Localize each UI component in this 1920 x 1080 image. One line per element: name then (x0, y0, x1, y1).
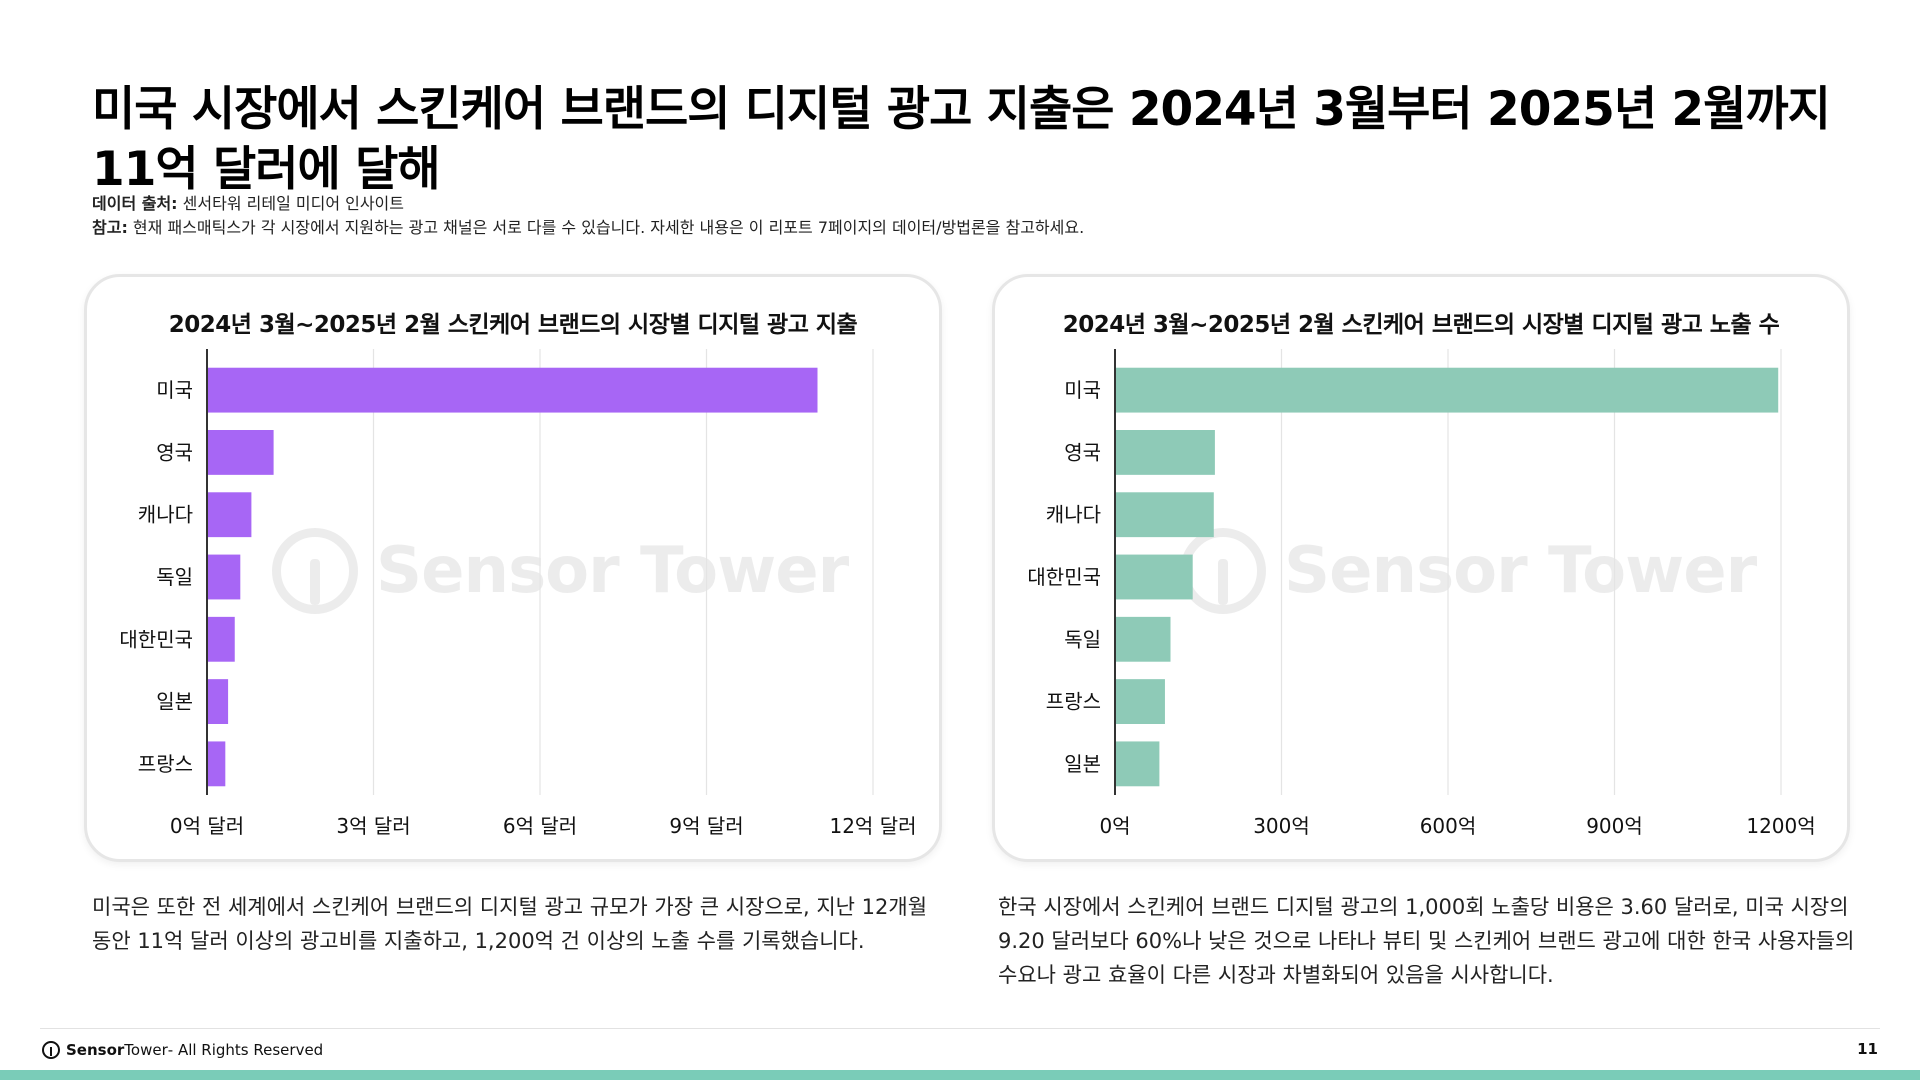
category-label: 영국 (1064, 440, 1101, 464)
bar-캐나다 (207, 492, 252, 538)
category-label: 프랑스 (138, 752, 193, 776)
footer-brand-light: Tower (124, 1041, 168, 1059)
data-source: 데이터 출처: 센서타워 리테일 미디어 인사이트 (92, 194, 405, 213)
impressions-chart-card: 2024년 3월~2025년 2월 스킨케어 브랜드의 시장별 디지털 광고 노… (992, 274, 1850, 862)
bar-캐나다 (1115, 492, 1214, 538)
footer-rights: - All Rights Reserved (167, 1041, 324, 1059)
page-number: 11 (1857, 1040, 1878, 1058)
bar-일본 (1115, 741, 1160, 787)
spend-description: 미국은 또한 전 세계에서 스킨케어 브랜드의 디지털 광고 규모가 가장 큰 … (92, 895, 928, 953)
bar-미국 (1115, 367, 1779, 413)
x-tick-label: 900억 (1586, 814, 1643, 838)
bar-독일 (207, 554, 241, 600)
spend-chart-card: 2024년 3월~2025년 2월 스킨케어 브랜드의 시장별 디지털 광고 지… (84, 274, 942, 862)
x-tick-label: 0억 달러 (170, 814, 244, 838)
category-label: 대한민국 (1027, 565, 1101, 589)
footer: Sensor Tower - All Rights Reserved (42, 1038, 323, 1062)
x-tick-label: 300억 (1253, 814, 1310, 838)
category-label: 대한민국 (119, 627, 193, 651)
category-label: 캐나다 (138, 503, 193, 527)
page-title: 미국 시장에서 스킨케어 브랜드의 디지털 광고 지출은 2024년 3월부터 … (92, 82, 1831, 197)
bar-프랑스 (207, 741, 226, 787)
bar-일본 (207, 679, 229, 724)
bar-프랑스 (1115, 679, 1165, 724)
category-label: 일본 (1064, 752, 1101, 776)
footer-brand-bold: Sensor (66, 1041, 125, 1059)
bottom-accent-bar (0, 1070, 1920, 1080)
category-label: 영국 (156, 440, 193, 464)
bar-대한민국 (207, 616, 235, 662)
x-tick-label: 0억 (1099, 814, 1130, 838)
category-label: 독일 (1064, 627, 1101, 651)
bar-대한민국 (1115, 554, 1193, 600)
bar-영국 (207, 430, 274, 475)
x-tick-label: 12억 달러 (829, 814, 916, 838)
impressions-chart-title: 2024년 3월~2025년 2월 스킨케어 브랜드의 시장별 디지털 광고 노… (1062, 312, 1780, 338)
category-label: 미국 (156, 378, 193, 402)
x-tick-label: 1200억 (1746, 814, 1815, 838)
cpm-description: 한국 시장에서 스킨케어 브랜드 디지털 광고의 1,000회 노출당 비용은 … (998, 895, 1855, 987)
bar-독일 (1115, 616, 1171, 662)
x-tick-label: 9억 달러 (669, 814, 743, 838)
x-tick-label: 3억 달러 (336, 814, 410, 838)
spend-chart-title: 2024년 3월~2025년 2월 스킨케어 브랜드의 시장별 디지털 광고 지… (168, 312, 858, 338)
category-label: 캐나다 (1046, 503, 1101, 527)
source-notes: 데이터 출처: 센서타워 리테일 미디어 인사이트 참고: 현재 패스매틱스가 … (92, 192, 1084, 240)
category-label: 미국 (1064, 378, 1101, 402)
category-label: 일본 (156, 690, 193, 714)
x-tick-label: 600억 (1420, 814, 1477, 838)
data-note: 참고: 현재 패스매틱스가 각 시장에서 지원하는 광고 채널은 서로 다를 수… (92, 218, 1085, 237)
bar-영국 (1115, 430, 1215, 475)
sensor-tower-logo-icon (42, 1041, 60, 1059)
category-label: 독일 (156, 565, 193, 589)
footer-divider (40, 1028, 1880, 1029)
bar-미국 (207, 367, 818, 413)
x-tick-label: 6억 달러 (503, 814, 577, 838)
spend-bar-chart: 0억 달러 3억 달러 6억 달러 9억 달러 12억 달러 미국영국캐나다독일대한민국일… (119, 349, 917, 838)
category-label: 프랑스 (1046, 690, 1101, 714)
